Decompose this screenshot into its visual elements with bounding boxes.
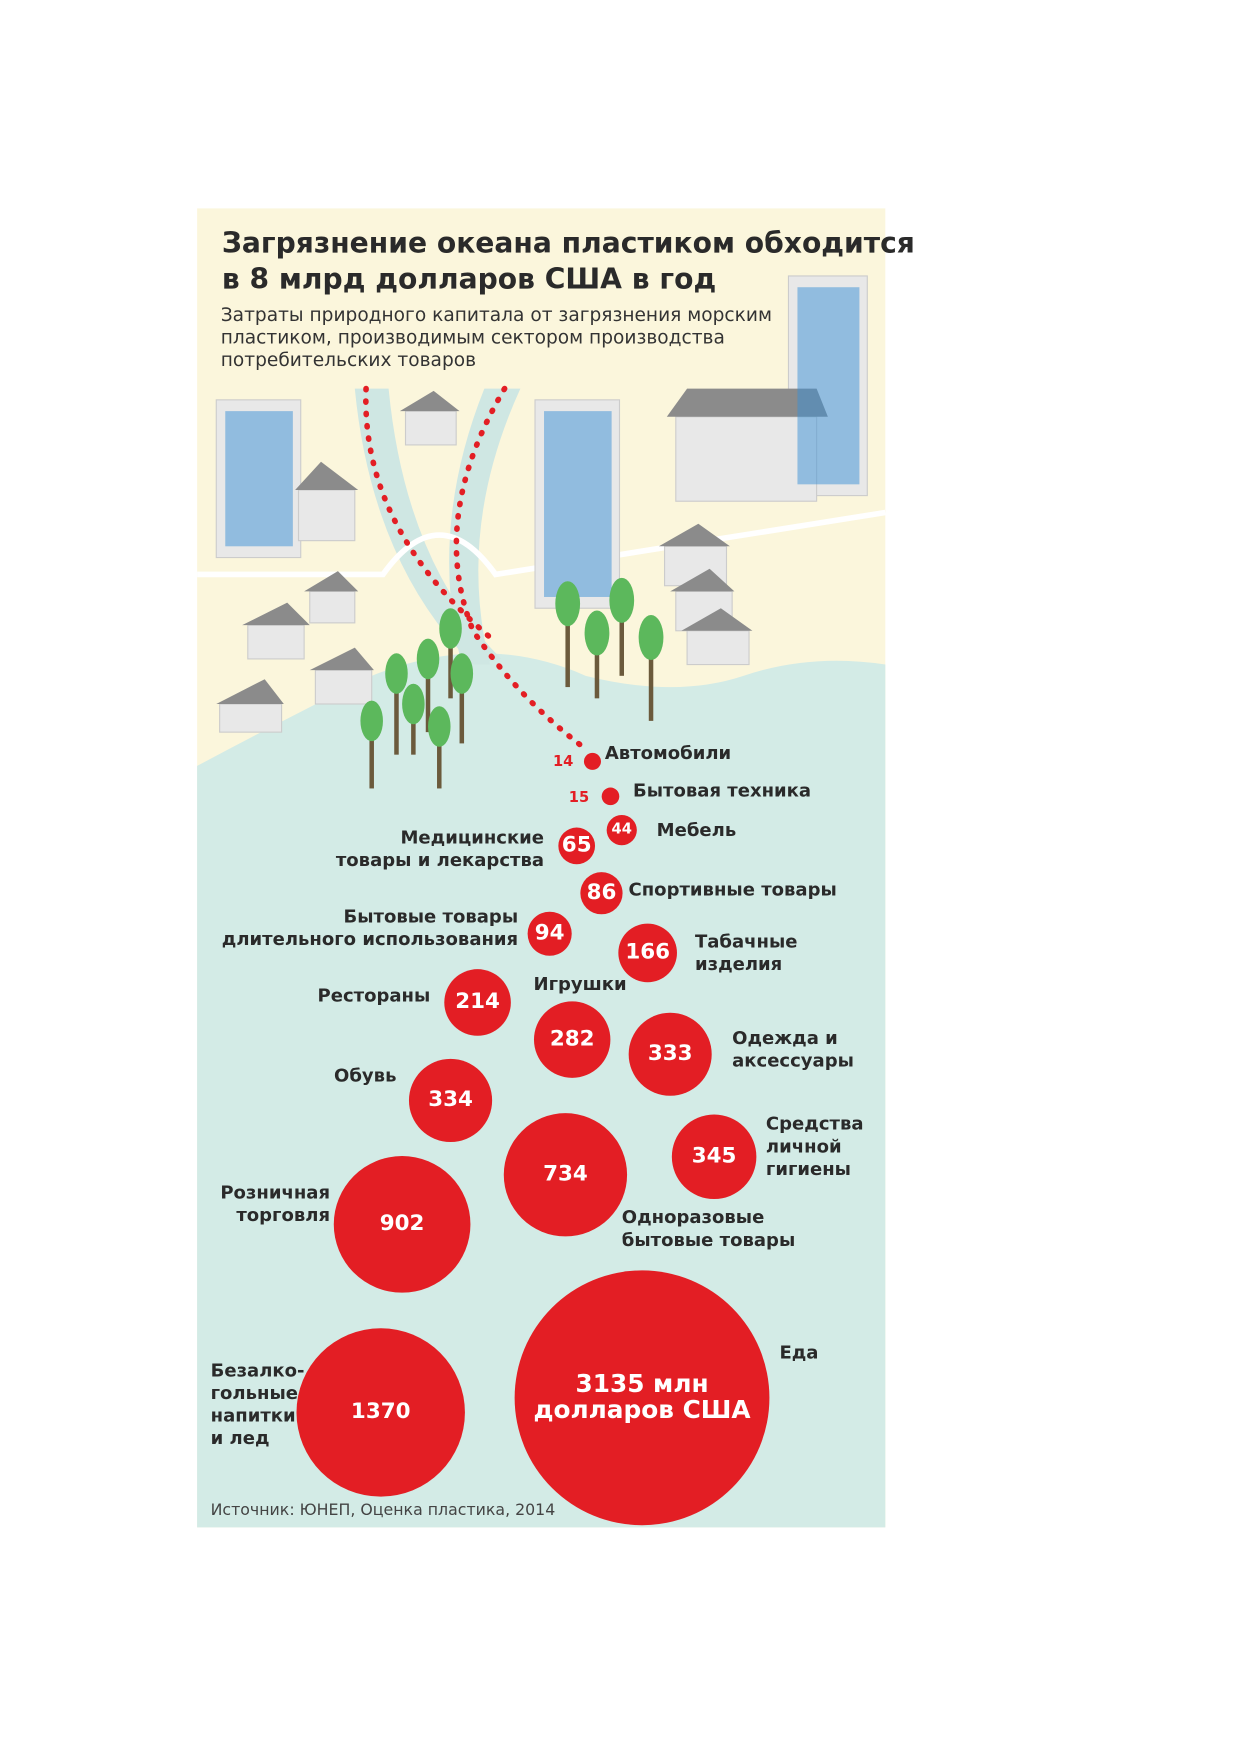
category-label: Игрушки: [533, 973, 627, 995]
bubble: [514, 1270, 770, 1526]
bubble: [444, 969, 511, 1036]
category-label: Розничная торговля: [220, 1181, 331, 1226]
value-label: 1370: [350, 1398, 411, 1424]
category-label: Еда: [779, 1341, 819, 1363]
road: [197, 509, 886, 578]
category-label: Одежда и аксессуары: [732, 1027, 854, 1072]
category-label: Средства личной гигиены: [765, 1112, 864, 1180]
bubble: [601, 787, 620, 806]
bubble: [606, 815, 637, 846]
value-label: 333: [647, 1040, 693, 1066]
category-label: Обувь: [334, 1064, 397, 1086]
category-label: Безалко- гольные напитки и лед: [210, 1359, 305, 1449]
bubble: [533, 1001, 611, 1078]
bubble: [583, 752, 601, 770]
category-label: Мебель: [656, 818, 737, 841]
river: [449, 388, 521, 665]
category-label: Автомобили: [604, 742, 732, 764]
category-label: Спортивные товары: [628, 878, 837, 900]
value-label: 94: [534, 920, 565, 946]
bubble: [296, 1328, 465, 1497]
source-note: Источник: ЮНЕП, Оценка пластика, 2014: [210, 1501, 556, 1520]
bubble: [580, 872, 623, 915]
river: [354, 388, 502, 665]
category-label: Бытовые товары длительного использования: [221, 905, 519, 950]
value-label: 3135 млн долларов США: [533, 1370, 751, 1425]
category-label: Табачные изделия: [694, 930, 798, 975]
bubble: [503, 1113, 628, 1237]
category-label: Бытовая техника: [633, 779, 812, 801]
value-label: 14: [552, 753, 574, 771]
chart-title: Загрязнение океана пластиком обходится в…: [221, 226, 915, 296]
bubble: [333, 1156, 471, 1293]
value-label: 345: [691, 1143, 737, 1169]
value-label: 44: [611, 821, 632, 839]
value-label: 282: [549, 1026, 595, 1051]
value-label: 214: [455, 988, 500, 1014]
bubble: [628, 1012, 712, 1096]
bubble: [618, 923, 677, 983]
value-label: 334: [428, 1086, 473, 1112]
value-label: 902: [379, 1210, 425, 1236]
category-label: Одноразовые бытовые товары: [621, 1206, 796, 1251]
plastic-trail: [363, 385, 499, 645]
value-label: 166: [625, 939, 670, 965]
bubble: [558, 827, 596, 865]
category-label: Рестораны: [317, 984, 431, 1006]
trees: [360, 577, 664, 789]
windows: [225, 287, 860, 597]
value-label: 86: [586, 879, 617, 905]
bubble: [408, 1058, 493, 1143]
bubble: [527, 911, 572, 956]
roofs: [216, 388, 828, 704]
value-label: 734: [543, 1161, 588, 1187]
value-label: 65: [561, 832, 592, 858]
chart-subtitle: Затраты природного капитала от загрязнен…: [220, 304, 772, 371]
value-label: 15: [568, 789, 590, 807]
category-label: Медицинские товары и лекарства: [335, 826, 545, 871]
bubble: [671, 1114, 757, 1200]
